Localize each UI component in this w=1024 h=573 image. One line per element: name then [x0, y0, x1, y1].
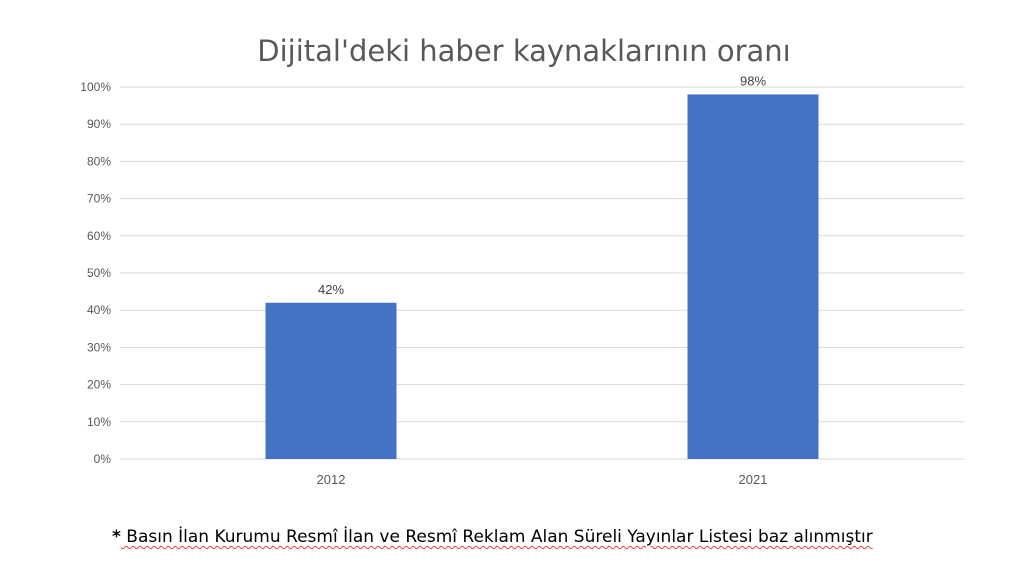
data-label: 42%: [318, 282, 344, 297]
y-tick-label: 70%: [87, 192, 111, 206]
y-tick-label: 80%: [87, 154, 111, 168]
y-tick-label: 0%: [94, 452, 112, 466]
y-tick-label: 30%: [87, 340, 111, 354]
x-category-label: 2012: [317, 472, 346, 487]
gridlines: [120, 86, 964, 460]
footnote-star: *: [112, 527, 121, 547]
y-tick-label: 20%: [87, 378, 111, 392]
y-axis-ticks: 0% 10% 20% 30% 40% 50% 60% 70% 80% 90% 100%: [80, 80, 111, 466]
y-tick-label: 50%: [87, 266, 111, 280]
y-tick-label: 40%: [87, 303, 111, 317]
chart-title: Dijital'deki haber kaynaklarının oranı: [257, 34, 790, 68]
footnote-text: Basın İlan Kurumu Resmî İlan ve Resmî Re…: [120, 527, 873, 547]
y-tick-label: 10%: [87, 415, 111, 429]
y-tick-label: 60%: [87, 229, 111, 243]
bar: [687, 94, 819, 459]
y-tick-label: 100%: [80, 80, 111, 94]
x-category-label: 2021: [739, 472, 768, 487]
data-label: 98%: [740, 73, 766, 88]
bars: [265, 94, 819, 459]
x-axis-categories: 2012 2021: [317, 472, 768, 487]
y-tick-label: 90%: [87, 117, 111, 131]
data-labels: 42% 98%: [318, 73, 766, 296]
bar: [265, 302, 397, 459]
footnote: * Basın İlan Kurumu Resmî İlan ve Resmî …: [112, 527, 873, 547]
